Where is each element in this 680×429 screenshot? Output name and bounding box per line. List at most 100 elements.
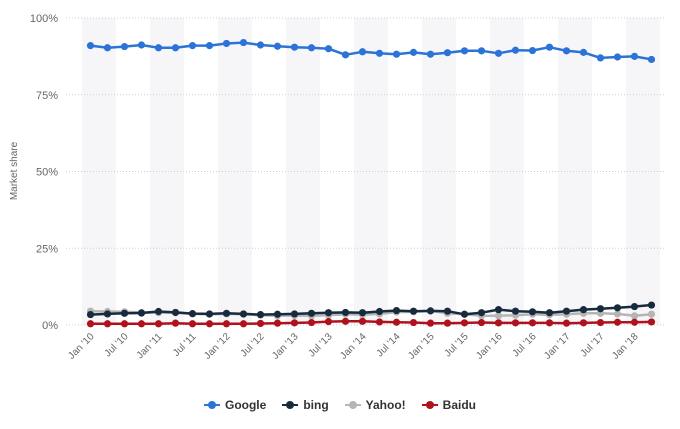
point-bing <box>647 301 656 309</box>
legend-label-bing: bing <box>303 398 329 412</box>
point-bing <box>256 310 265 319</box>
point-bing <box>613 304 622 312</box>
point-bing <box>528 308 537 316</box>
point-baidu <box>324 318 333 326</box>
point-baidu <box>171 319 180 327</box>
column-band <box>354 18 388 325</box>
point-google <box>358 48 367 56</box>
point-bing <box>188 310 197 318</box>
chart-legend: Google bing Yahoo! Baidu <box>0 398 680 412</box>
point-bing <box>239 310 248 318</box>
x-tick-label: Jul '10 <box>103 331 131 359</box>
point-bing <box>120 309 129 317</box>
x-tick-label: Jul '17 <box>579 331 607 359</box>
point-bing <box>545 309 554 317</box>
point-bing <box>103 310 112 318</box>
point-google <box>460 47 469 55</box>
point-baidu <box>545 319 554 327</box>
legend-swatch-google <box>203 400 220 410</box>
legend-swatch-yahoo <box>344 400 361 410</box>
point-baidu <box>120 320 129 328</box>
point-bing <box>137 309 146 317</box>
point-bing <box>154 307 163 316</box>
y-tick-label: 100% <box>30 13 58 25</box>
point-baidu <box>477 318 486 327</box>
point-bing <box>494 306 503 314</box>
point-baidu <box>86 320 95 328</box>
y-tick-label: 75% <box>36 90 58 102</box>
point-baidu <box>528 319 537 327</box>
x-tick-label: Jul '14 <box>375 331 403 359</box>
legend-item-bing[interactable]: bing <box>282 398 329 412</box>
point-bing <box>579 306 588 314</box>
legend-item-google[interactable]: Google <box>203 398 266 412</box>
point-baidu <box>103 320 112 328</box>
legend-item-baidu[interactable]: Baidu <box>421 398 476 412</box>
point-bing <box>273 310 282 318</box>
series-line-baidu <box>90 320 652 326</box>
point-bing <box>86 310 95 319</box>
point-bing <box>290 310 299 318</box>
point-baidu <box>341 317 350 325</box>
x-tick-label: Jul '12 <box>239 331 267 359</box>
point-bing <box>307 309 316 317</box>
point-google <box>341 51 350 59</box>
x-tick-label: Jul '11 <box>171 331 199 359</box>
y-axis-title: Market share <box>9 141 20 200</box>
point-bing <box>375 307 384 316</box>
point-baidu <box>188 320 197 328</box>
point-google <box>545 43 554 51</box>
point-bing <box>205 310 214 318</box>
x-tick-label: Jan '14 <box>338 331 369 362</box>
legend-swatch-bing <box>282 400 299 410</box>
point-google <box>154 44 163 52</box>
point-google <box>222 39 231 48</box>
point-baidu <box>511 319 520 327</box>
point-baidu <box>290 319 299 327</box>
point-google <box>239 38 248 47</box>
x-tick-label: Jan '11 <box>135 331 165 361</box>
legend-swatch-baidu <box>421 400 438 410</box>
x-tick-label: Jul '15 <box>443 331 471 359</box>
point-baidu <box>409 318 418 327</box>
y-tick-label: 50% <box>36 167 58 179</box>
point-google <box>562 47 571 55</box>
legend-label-yahoo: Yahoo! <box>365 398 406 412</box>
legend-item-yahoo[interactable]: Yahoo! <box>344 398 406 412</box>
point-baidu <box>358 317 367 325</box>
x-tick-label: Jan '12 <box>202 331 233 362</box>
point-yahoo <box>630 312 639 320</box>
point-bing <box>222 309 231 317</box>
point-baidu <box>307 318 316 327</box>
point-google <box>647 55 656 64</box>
series-line-google <box>90 41 652 61</box>
x-tick-label: Jan '13 <box>270 331 301 362</box>
point-yahoo <box>613 310 622 318</box>
point-bing <box>562 307 571 315</box>
point-bing <box>392 306 401 315</box>
point-baidu <box>256 319 265 328</box>
point-google <box>511 46 520 54</box>
series-line-bing <box>90 303 652 316</box>
point-baidu <box>239 320 248 328</box>
point-google <box>324 45 333 53</box>
point-baidu <box>392 318 401 326</box>
point-google <box>477 47 486 55</box>
point-bing <box>341 308 350 317</box>
point-baidu <box>222 320 231 328</box>
x-tick-label: Jan '18 <box>610 331 641 362</box>
point-google <box>579 48 588 56</box>
column-band <box>150 18 184 325</box>
point-google <box>613 53 622 61</box>
point-google <box>307 44 316 52</box>
point-bing <box>358 309 367 317</box>
column-band <box>558 18 592 325</box>
point-google <box>443 49 452 57</box>
point-google <box>188 42 197 50</box>
point-bing <box>171 308 180 317</box>
point-baidu <box>273 319 282 327</box>
point-bing <box>443 307 452 315</box>
point-yahoo <box>494 312 503 320</box>
